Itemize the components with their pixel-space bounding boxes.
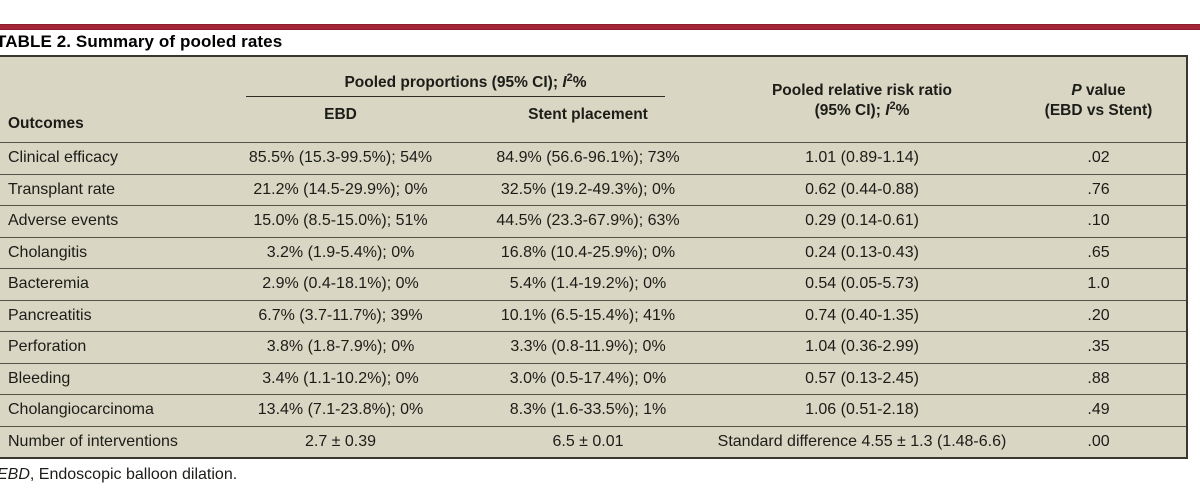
spanner-rule — [246, 96, 665, 97]
percent-sign: % — [572, 74, 587, 91]
cell-ebd-value: 6.7% (3.7-11.7%); 39% — [258, 306, 423, 324]
cell-outcome: Adverse events — [8, 212, 119, 230]
risk-ratio-ci-text: (95% CI); — [814, 101, 886, 119]
risk-ratio-line1: Pooled relative risk ratio — [771, 81, 953, 99]
cell-outcome: Bleeding — [8, 369, 71, 387]
cell-p-value: .35 — [1087, 338, 1110, 356]
cell-stent-value: 8.3% (1.6-33.5%); 1% — [509, 401, 667, 419]
cell-ebd-value: 21.2% (14.5-29.9%); 0% — [253, 180, 428, 198]
pooled-rates-table: Outcomes Pooled proportions (95% CI); I2… — [0, 55, 1188, 459]
p-value-line1: P value — [1071, 81, 1125, 101]
column-header-stent: Stent placement — [528, 106, 648, 123]
cell-stent-value: 32.5% (19.2-49.3%); 0% — [500, 180, 676, 198]
cell-stent-value: 16.8% (10.4-25.9%); 0% — [500, 243, 676, 261]
cell-risk-ratio: 1.04 (0.36-2.99) — [805, 338, 919, 356]
pooled-proportions-text: Pooled proportions (95% CI); — [344, 74, 563, 91]
cell-ebd-value: 85.5% (15.3-99.5%); 54% — [248, 149, 433, 167]
table-body: Clinical efficacy 85.5% (15.3-99.5%); 54… — [0, 142, 1186, 457]
table-row: Number of interventions 2.7 ± 0.39 6.5 ±… — [0, 425, 1186, 458]
table-row: Bleeding 3.4% (1.1-10.2%); 0% 3.0% (0.5-… — [0, 362, 1186, 395]
cell-outcome: Bacteremia — [8, 275, 89, 293]
cell-outcome: Cholangitis — [8, 243, 88, 261]
table-row: Transplant rate 21.2% (14.5-29.9%); 0% 3… — [0, 173, 1186, 206]
cell-p-value: .10 — [1087, 212, 1110, 230]
cell-risk-ratio: 0.29 (0.14-0.61) — [805, 212, 919, 230]
cell-risk-ratio: 0.74 (0.40-1.35) — [805, 306, 919, 324]
i-squared-symbol: I — [562, 74, 567, 91]
cell-outcome: Pancreatitis — [8, 306, 92, 324]
table-row: Adverse events 15.0% (8.5-15.0%); 51% 44… — [0, 205, 1186, 237]
table-row: Cholangitis 3.2% (1.9-5.4%); 0% 16.8% (1… — [0, 236, 1186, 269]
i-squared-exponent: 2 — [889, 99, 896, 112]
footnote-abbreviation: EBD — [0, 466, 30, 483]
column-header-risk-ratio: Pooled relative risk ratio (95% CI); I2% — [713, 57, 1011, 142]
cell-ebd-value: 2.7 ± 0.39 — [304, 432, 377, 450]
p-symbol: P — [1071, 81, 1082, 99]
table-row: Pancreatitis 6.7% (3.7-11.7%); 39% 10.1%… — [0, 299, 1186, 332]
cell-outcome: Cholangiocarcinoma — [8, 401, 154, 419]
cell-ebd-value: 13.4% (7.1-23.8%); 0% — [257, 401, 424, 419]
cell-ebd-value: 15.0% (8.5-15.0%); 51% — [253, 212, 428, 230]
cell-outcome: Clinical efficacy — [8, 149, 118, 167]
cell-ebd-value: 3.4% (1.1-10.2%); 0% — [262, 369, 419, 387]
table-title: TABLE 2. Summary of pooled rates — [0, 32, 283, 51]
cell-p-value: .49 — [1087, 401, 1110, 419]
table-footnote: EBD, Endoscopic balloon dilation. — [0, 466, 237, 484]
cell-outcome: Number of interventions — [8, 432, 178, 450]
table-row: Perforation 3.8% (1.8-7.9%); 0% 3.3% (0.… — [0, 331, 1186, 363]
cell-stent-value: 3.3% (0.8-11.9%); 0% — [510, 338, 666, 356]
column-group-pooled-proportions: Pooled proportions (95% CI); I2% EBD Ste… — [218, 57, 713, 142]
table-row: Clinical efficacy 85.5% (15.3-99.5%); 54… — [0, 142, 1186, 174]
cell-p-value: .20 — [1087, 306, 1110, 324]
cell-p-value: .76 — [1087, 180, 1110, 198]
p-value-text: value — [1081, 81, 1126, 99]
column-header-p-value: P value (EBD vs Stent) — [1011, 57, 1186, 142]
accent-rule — [0, 24, 1200, 30]
cell-stent-value: 5.4% (1.4-19.2%); 0% — [509, 275, 667, 293]
table-header-row: Outcomes Pooled proportions (95% CI); I2… — [0, 57, 1186, 142]
table-row: Bacteremia 2.9% (0.4-18.1%); 0% 5.4% (1.… — [0, 268, 1186, 300]
cell-stent-value: 3.0% (0.5-17.4%); 0% — [509, 369, 667, 387]
column-header-ebd: EBD — [324, 106, 357, 123]
cell-stent-value: 84.9% (56.6-96.1%); 73% — [496, 149, 680, 167]
i-squared-symbol: I — [885, 101, 890, 119]
cell-p-value: .00 — [1087, 432, 1110, 450]
cell-risk-ratio: 1.01 (0.89-1.14) — [805, 149, 919, 167]
footnote-text: , Endoscopic balloon dilation. — [29, 466, 238, 483]
column-header-outcomes-label: Outcomes — [8, 115, 84, 132]
cell-risk-ratio: 0.57 (0.13-2.45) — [805, 369, 919, 387]
cell-p-value: 1.0 — [1087, 275, 1110, 293]
cell-p-value: .88 — [1087, 369, 1110, 387]
table-row: Cholangiocarcinoma 13.4% (7.1-23.8%); 0%… — [0, 394, 1186, 426]
cell-risk-ratio: 0.24 (0.13-0.43) — [805, 243, 919, 261]
cell-outcome: Transplant rate — [8, 180, 116, 198]
cell-p-value: .65 — [1087, 243, 1110, 261]
cell-outcome: Perforation — [8, 338, 87, 356]
cell-stent-value: 6.5 ± 0.01 — [552, 432, 624, 450]
cell-risk-ratio: 1.06 (0.51-2.18) — [805, 401, 919, 419]
cell-ebd-value: 3.2% (1.9-5.4%); 0% — [266, 243, 415, 261]
cell-ebd-value: 2.9% (0.4-18.1%); 0% — [262, 275, 419, 293]
cell-stent-value: 10.1% (6.5-15.4%); 41% — [500, 306, 676, 324]
pooled-proportions-header: Pooled proportions (95% CI); I2% — [218, 71, 713, 92]
risk-ratio-line2: (95% CI); I2% — [814, 99, 910, 121]
subheader-row: EBD Stent placement — [218, 106, 713, 124]
cell-stent-value: 44.5% (23.3-67.9%); 63% — [496, 212, 680, 230]
percent-sign: % — [895, 101, 910, 119]
cell-ebd-value: 3.8% (1.8-7.9%); 0% — [266, 338, 415, 356]
cell-risk-ratio: 0.54 (0.05-5.73) — [805, 275, 919, 293]
cell-risk-ratio: Standard difference 4.55 ± 1.3 (1.48-6.6… — [717, 432, 1007, 450]
i-squared-exponent: 2 — [566, 71, 573, 84]
cell-risk-ratio: 0.62 (0.44-0.88) — [805, 180, 919, 198]
p-value-line2: (EBD vs Stent) — [1044, 101, 1153, 119]
cell-p-value: .02 — [1087, 149, 1110, 167]
column-header-outcomes: Outcomes — [0, 57, 218, 142]
